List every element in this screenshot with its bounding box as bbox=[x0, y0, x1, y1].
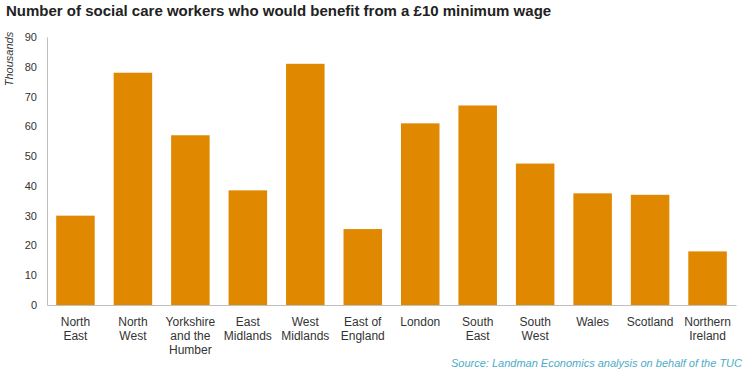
y-tick-label: 0 bbox=[31, 299, 37, 311]
x-tick: NorthernIreland bbox=[684, 305, 731, 343]
x-tick-label: Scotland bbox=[627, 315, 674, 329]
bar bbox=[631, 195, 670, 305]
x-tick-label: EastMidlands bbox=[224, 315, 272, 343]
y-tick: 70 bbox=[25, 91, 47, 103]
y-tick: 50 bbox=[25, 150, 47, 162]
y-tick-label: 60 bbox=[25, 120, 37, 132]
x-tick: SouthEast bbox=[462, 305, 493, 343]
y-tick-label: 80 bbox=[25, 61, 37, 73]
x-tick-label: NorthernIreland bbox=[684, 315, 731, 343]
y-tick-label: 30 bbox=[25, 210, 37, 222]
x-tick-label-line: South bbox=[462, 315, 493, 329]
x-tick-label-line: Midlands bbox=[281, 329, 329, 343]
y-axis: 0 10 20 30 40 50 60 70 80 90 bbox=[25, 31, 48, 311]
x-tick-label-line: Northern bbox=[684, 315, 731, 329]
bar bbox=[286, 64, 325, 305]
x-tick-label: Wales bbox=[576, 315, 609, 329]
y-tick-label: 10 bbox=[25, 269, 37, 281]
x-tick-label-line: England bbox=[341, 329, 385, 343]
x-tick-label-line: Humber bbox=[169, 343, 212, 357]
x-tick-label-line: South bbox=[519, 315, 550, 329]
x-axis: NorthEastNorthWestYorkshireand theHumber… bbox=[48, 305, 737, 357]
x-tick-label: East ofEngland bbox=[341, 315, 385, 343]
x-tick: Scotland bbox=[627, 305, 674, 329]
bars bbox=[56, 64, 727, 305]
source: Source: Landman Economics analysis on be… bbox=[451, 357, 742, 369]
x-tick-label-line: Ireland bbox=[689, 329, 726, 343]
x-tick: East ofEngland bbox=[341, 305, 385, 343]
x-tick: London bbox=[400, 305, 440, 329]
x-axis-line bbox=[48, 305, 737, 306]
bar bbox=[688, 251, 727, 305]
x-tick-label-line: West bbox=[119, 329, 147, 343]
x-tick-label: London bbox=[400, 315, 440, 329]
y-tick: 60 bbox=[25, 120, 47, 132]
x-tick: WestMidlands bbox=[281, 305, 329, 343]
x-tick-label: SouthWest bbox=[519, 315, 550, 343]
bar bbox=[56, 216, 95, 305]
x-tick-label-line: London bbox=[400, 315, 440, 329]
x-tick: Yorkshireand theHumber bbox=[166, 305, 216, 357]
title: Number of social care workers who would … bbox=[6, 2, 551, 19]
x-tick: Wales bbox=[576, 305, 609, 329]
y-axis-line bbox=[47, 38, 48, 306]
y-tick: 80 bbox=[25, 61, 47, 73]
bar bbox=[573, 193, 612, 305]
y-tick-label: 20 bbox=[25, 239, 37, 251]
x-tick-label-line: East bbox=[236, 315, 261, 329]
y-tick: 20 bbox=[25, 239, 47, 251]
x-tick-label-line: West bbox=[292, 315, 320, 329]
x-tick-label-line: Yorkshire bbox=[166, 315, 216, 329]
x-tick-label-line: North bbox=[118, 315, 147, 329]
x-tick: SouthWest bbox=[519, 305, 550, 343]
y-tick: 10 bbox=[25, 269, 47, 281]
y-tick: 0 bbox=[31, 299, 47, 311]
y-tick: 90 bbox=[25, 31, 47, 43]
bar bbox=[401, 123, 440, 305]
x-tick-label-line: Scotland bbox=[627, 315, 674, 329]
x-tick-label-line: East bbox=[63, 329, 88, 343]
bar bbox=[344, 229, 383, 305]
bar bbox=[171, 135, 210, 305]
y-tick-label: 50 bbox=[25, 150, 37, 162]
y-tick-label: 40 bbox=[25, 180, 37, 192]
x-tick-label-line: and the bbox=[170, 329, 210, 343]
y-tick-label: 70 bbox=[25, 91, 37, 103]
x-tick: EastMidlands bbox=[224, 305, 272, 343]
plot: 0102030405060708090NorthEastNorthWestYor… bbox=[25, 31, 737, 357]
bar bbox=[516, 164, 555, 305]
bar bbox=[229, 190, 268, 305]
y-tick: 40 bbox=[25, 180, 47, 192]
x-tick-label-line: East bbox=[466, 329, 491, 343]
x-tick: NorthWest bbox=[118, 305, 147, 343]
x-tick-label: NorthWest bbox=[118, 315, 147, 343]
y-tick-label: 90 bbox=[25, 31, 37, 43]
x-tick-label-line: East of bbox=[344, 315, 382, 329]
y-tick: 30 bbox=[25, 210, 47, 222]
bar bbox=[114, 73, 153, 305]
x-tick-label-line: Midlands bbox=[224, 329, 272, 343]
bar bbox=[458, 105, 497, 305]
x-tick-label-line: West bbox=[522, 329, 550, 343]
x-tick-label: SouthEast bbox=[462, 315, 493, 343]
x-tick-label: WestMidlands bbox=[281, 315, 329, 343]
x-tick: NorthEast bbox=[61, 305, 90, 343]
x-tick-label-line: North bbox=[61, 315, 90, 329]
chart: Number of social care workers who would … bbox=[0, 0, 750, 375]
y-axis-label: Thousands bbox=[3, 31, 15, 86]
x-tick-label: Yorkshireand theHumber bbox=[166, 315, 216, 358]
x-tick-label-line: Wales bbox=[576, 315, 609, 329]
x-tick-label: NorthEast bbox=[61, 315, 90, 343]
